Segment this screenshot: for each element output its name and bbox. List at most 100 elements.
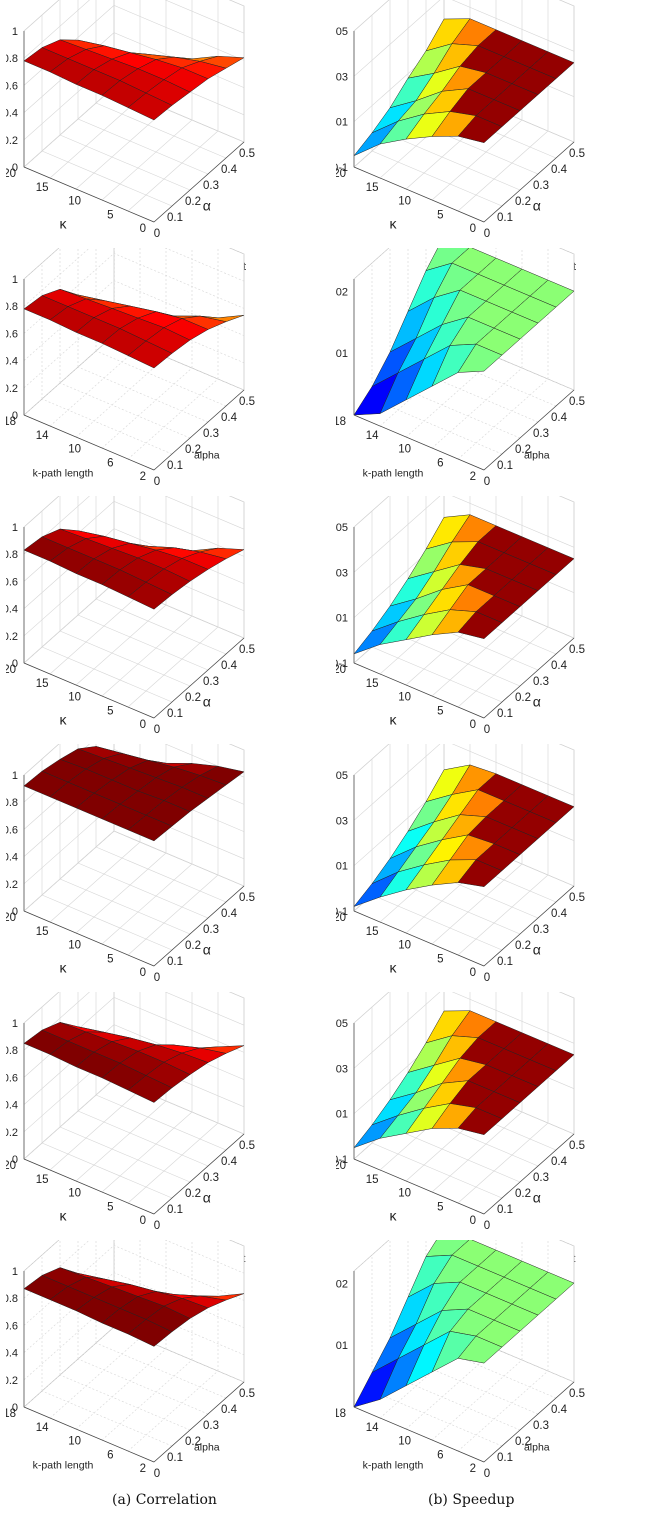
x-tick-label: 0.3 (203, 428, 219, 440)
surface (23, 288, 245, 369)
surface-patch (127, 340, 173, 369)
y-tick-label: 10 (68, 196, 81, 208)
x-tick-label: 0.5 (569, 1140, 585, 1152)
x-tick-label: 0.1 (167, 1452, 183, 1464)
x-tick-label: 0.2 (185, 692, 201, 704)
y-tick-label: 0 (140, 967, 146, 979)
y-tick-label: 10 (68, 1436, 81, 1448)
x-tick-label: 0.1 (167, 956, 183, 968)
x-tick-label: 0.4 (551, 1404, 568, 1416)
y-tick-label: 10 (68, 1188, 81, 1200)
x-tick-label: 0.2 (515, 444, 531, 456)
x-tick-label: 0.4 (551, 1156, 568, 1168)
axis-lines (353, 279, 575, 471)
y-tick-label: 15 (36, 926, 49, 938)
x-tick-label: 0.3 (203, 180, 219, 192)
chart-a-5: Geom (unweighted) data set00.10.20.30.40… (6, 1240, 255, 1480)
x-tick-label: 0.4 (221, 908, 238, 920)
x-tick-label: 0.4 (221, 412, 238, 424)
surface (353, 514, 575, 655)
y-tick-label: 15 (366, 678, 379, 690)
x-axis-label: α (533, 693, 541, 709)
x-axis-label: alpha (524, 449, 550, 461)
axis-lines (353, 775, 575, 967)
surface (353, 1010, 575, 1149)
y-tick-label: 2 (470, 471, 476, 483)
x-tick-label: 0.5 (239, 892, 255, 904)
x-tick-label: 0.3 (533, 1420, 549, 1432)
z-tick-label: 103 (336, 1063, 348, 1075)
y-tick-label: 20 (336, 912, 346, 924)
z-tick-label: 105 (336, 522, 348, 534)
x-tick-label: 0 (484, 1220, 490, 1232)
z-tick-label: 1 (12, 522, 18, 534)
axis-lines (23, 775, 245, 967)
y-tick-label: 10 (398, 196, 411, 208)
chart-b-0: Kazaa3 data set00.10.20.30.40.5051015201… (336, 0, 585, 240)
chart-b-2: SciMet data set00.10.20.30.40.5051015201… (336, 496, 585, 736)
z-tick-label: 101 (336, 861, 348, 873)
surface (353, 18, 575, 156)
surface (23, 528, 245, 610)
x-tick-label: 0.1 (167, 708, 183, 720)
z-tick-label: 1 (12, 26, 18, 38)
x-tick-label: 0.1 (167, 1204, 183, 1216)
x-tick-label: 0.2 (515, 196, 531, 208)
z-tick-label: 0.2 (6, 879, 18, 891)
y-tick-label: 15 (36, 678, 49, 690)
x-tick-label: 0.2 (515, 1436, 531, 1448)
x-tick-label: 0.5 (569, 148, 585, 160)
y-tick-label: 15 (366, 182, 379, 194)
x-tick-label: 0.3 (533, 180, 549, 192)
x-tick-label: 0.2 (185, 196, 201, 208)
chart-a-3: Kohonen data set00.10.20.30.40.505101520… (6, 744, 255, 984)
x-tick-label: 0.1 (167, 212, 183, 224)
axis-lines (23, 1271, 245, 1463)
x-tick-label: 0.5 (239, 1140, 255, 1152)
z-tick-label: 0.8 (6, 301, 18, 313)
y-tick-label: 2 (140, 471, 146, 483)
x-tick-label: 0.4 (221, 164, 238, 176)
axis-lines (23, 279, 245, 471)
z-tick-label: 103 (336, 71, 348, 83)
x-axis-label: α (203, 941, 211, 957)
y-tick-label: 6 (107, 457, 113, 469)
y-tick-label: 2 (140, 1463, 146, 1475)
z-tick-label: 0.2 (6, 631, 18, 643)
z-tick-label: 0.2 (6, 383, 18, 395)
surface (23, 745, 245, 842)
y-tick-label: 5 (437, 1201, 443, 1213)
y-tick-label: 5 (437, 209, 443, 221)
axis-lines (23, 527, 245, 719)
x-tick-label: 0.2 (515, 692, 531, 704)
surface (353, 764, 575, 908)
z-tick-label: 0.4 (6, 1348, 18, 1360)
x-tick-label: 0.5 (239, 1388, 255, 1400)
y-tick-label: 20 (6, 168, 16, 180)
x-tick-label: 0.5 (239, 148, 255, 160)
y-tick-label: 20 (6, 664, 16, 676)
z-tick-label: 0.6 (6, 80, 18, 92)
z-tick-label: 0 (12, 658, 18, 670)
x-tick-label: 0.3 (203, 1172, 219, 1184)
y-axis-label: κ (390, 1208, 398, 1224)
y-tick-label: 15 (366, 1174, 379, 1186)
x-tick-label: 0 (484, 724, 490, 736)
y-tick-label: 10 (398, 1188, 411, 1200)
z-tick-label: 0.2 (6, 1375, 18, 1387)
z-tick-label: 101 (336, 117, 348, 129)
surface-patch (457, 859, 503, 887)
y-tick-label: 5 (107, 209, 113, 221)
surface-patch (457, 1335, 503, 1364)
z-tick-label: 10-1 (336, 658, 348, 670)
z-tick-label: 102 (336, 286, 348, 298)
x-tick-label: 0.3 (533, 428, 549, 440)
z-tick-label: 0.6 (6, 328, 18, 340)
x-axis-label: α (533, 1189, 541, 1205)
y-tick-label: 15 (366, 926, 379, 938)
z-tick-label: 0.6 (6, 576, 18, 588)
x-tick-label: 0.1 (497, 460, 513, 472)
caption-correlation: (a) Correlation (112, 1492, 217, 1508)
x-tick-label: 0 (154, 476, 160, 488)
